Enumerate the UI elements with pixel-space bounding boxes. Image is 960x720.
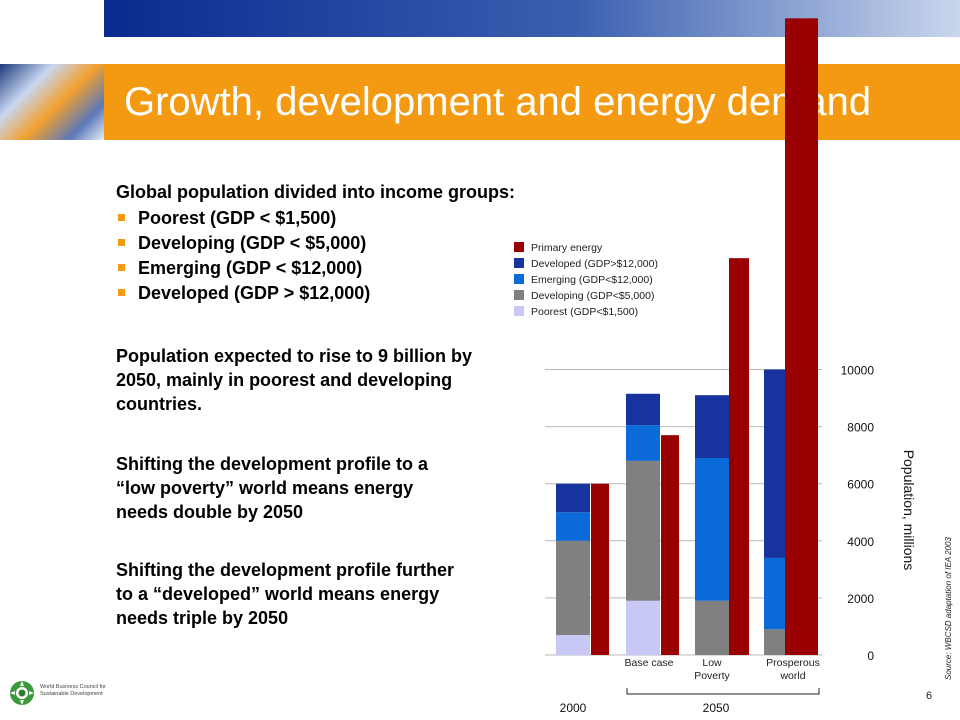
bar-segment — [556, 540, 590, 636]
wbcsd-logo-icon — [10, 681, 34, 705]
legend-label: Poorest (GDP<$1,500) — [531, 306, 638, 318]
bar-segment — [626, 460, 660, 601]
legend-swatch — [514, 306, 524, 316]
bar-segment — [695, 395, 729, 459]
low-poverty-paragraph: Shifting the development profile to a “l… — [116, 454, 429, 522]
legend-label: Emerging (GDP<$12,000) — [531, 274, 653, 286]
legend-swatch — [514, 274, 524, 284]
y-tick-label: 0 — [867, 649, 874, 663]
legend-label: Primary energy — [531, 242, 603, 254]
bullet-square-icon — [118, 289, 125, 296]
developed-paragraph: Shifting the development profile further… — [116, 560, 455, 628]
y-tick-label: 4000 — [847, 535, 874, 549]
energy-bar — [785, 18, 818, 655]
source-note: Source: WBCSD adaptation of IEA 2003 — [944, 537, 953, 680]
bar-segment — [556, 512, 590, 541]
bullet-square-icon — [118, 214, 125, 221]
x-category-label: Poverty — [694, 670, 730, 682]
income-groups-heading: Global population divided into income gr… — [116, 182, 515, 202]
legend-label: Developing (GDP<$5,000) — [531, 290, 654, 302]
x-category-label: Prosperous — [766, 657, 820, 669]
legend-swatch — [514, 258, 524, 268]
bar-segment — [556, 635, 590, 655]
y-tick-label: 8000 — [847, 421, 874, 435]
bar-segment — [626, 600, 660, 655]
page-number: 6 — [926, 690, 933, 702]
slide-title: Growth, development and energy demand — [124, 80, 872, 124]
group-year-label: 2050 — [703, 701, 730, 715]
x-category-label: Base case — [624, 657, 673, 669]
population-paragraph: Population expected to rise to 9 billion… — [116, 346, 473, 414]
bar-segment — [556, 483, 590, 513]
bullet-item: Emerging (GDP < $12,000) — [116, 256, 370, 281]
y-tick-label: 2000 — [847, 592, 874, 606]
energy-bar — [661, 435, 679, 655]
bar-segment — [626, 425, 660, 461]
bullet-square-icon — [118, 239, 125, 246]
logo-wordmark: World Business Council for Sustainable D… — [40, 684, 106, 697]
y-tick-label: 6000 — [847, 478, 874, 492]
energy-bar — [591, 483, 609, 655]
y-tick-label: 10000 — [841, 364, 875, 378]
legend-swatch — [514, 242, 524, 252]
legend-swatch — [514, 290, 524, 300]
group-bracket — [626, 688, 820, 695]
bullet-item: Developing (GDP < $5,000) — [116, 231, 370, 256]
legend-label: Developed (GDP>$12,000) — [531, 258, 658, 270]
bar-segment — [626, 393, 660, 426]
bar-segment — [695, 600, 729, 655]
energy-bar — [729, 258, 749, 655]
x-category-label: world — [779, 670, 805, 682]
x-category-label: Low — [702, 657, 722, 669]
bullet-item: Developed (GDP > $12,000) — [116, 281, 370, 306]
header-photo-collage — [0, 64, 104, 140]
bar-segment — [695, 458, 729, 601]
y-axis-label: Population, millions — [901, 450, 917, 571]
bullet-square-icon — [118, 264, 125, 271]
bullet-item: Poorest (GDP < $1,500) — [116, 206, 370, 231]
group-year-label: 2000 — [560, 701, 587, 715]
income-groups-list: Poorest (GDP < $1,500) Developing (GDP <… — [116, 206, 370, 306]
